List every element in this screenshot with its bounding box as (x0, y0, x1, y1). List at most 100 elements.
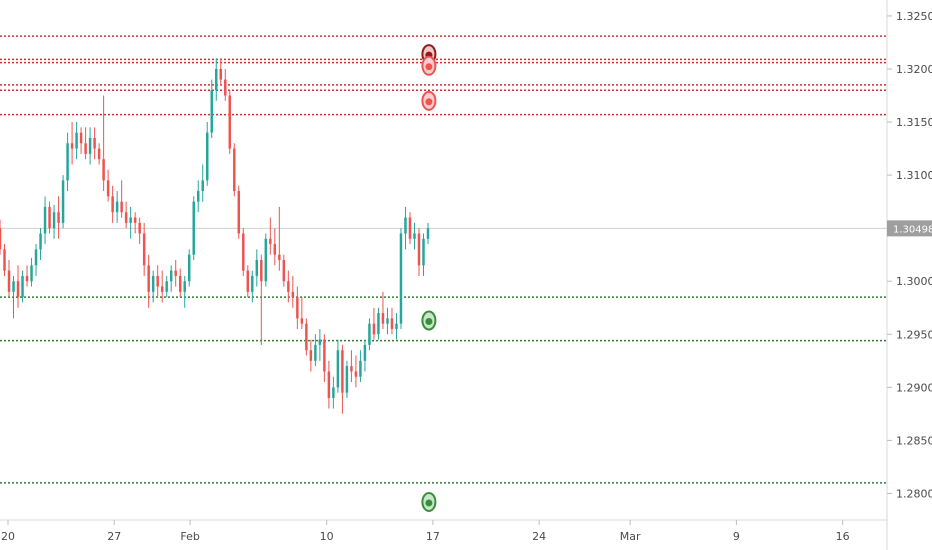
candle[interactable] (237, 185, 241, 239)
candle[interactable] (142, 222, 146, 276)
candle[interactable] (106, 169, 110, 202)
candle[interactable] (156, 265, 159, 298)
candle[interactable] (88, 127, 92, 165)
candle[interactable] (34, 244, 38, 276)
candle[interactable] (210, 79, 213, 138)
candle[interactable] (395, 313, 398, 340)
candle[interactable] (16, 265, 20, 308)
candle[interactable] (7, 260, 11, 298)
candle[interactable] (57, 196, 60, 239)
candle[interactable] (300, 297, 304, 329)
candle[interactable] (79, 127, 83, 154)
candle[interactable] (52, 204, 56, 239)
candle[interactable] (206, 122, 209, 186)
candle[interactable] (48, 201, 51, 234)
resistance-target-marker[interactable] (421, 55, 437, 76)
candle[interactable] (350, 350, 353, 383)
candle[interactable] (381, 291, 385, 329)
candle[interactable] (386, 307, 389, 335)
candle[interactable] (43, 196, 47, 245)
candle[interactable] (124, 201, 128, 229)
candle[interactable] (413, 222, 416, 250)
candle[interactable] (363, 339, 367, 372)
candle[interactable] (66, 132, 69, 192)
candle[interactable] (183, 275, 186, 308)
candle[interactable] (327, 360, 331, 409)
candle[interactable] (84, 127, 87, 160)
candle[interactable] (165, 275, 168, 298)
candle[interactable] (93, 127, 96, 160)
plot-area[interactable] (0, 35, 887, 512)
support-target-marker[interactable] (421, 310, 437, 331)
candle[interactable] (169, 265, 173, 292)
candle[interactable] (399, 228, 403, 329)
candle[interactable] (192, 196, 195, 260)
candle[interactable] (120, 180, 123, 218)
candle[interactable] (3, 244, 6, 276)
candle[interactable] (323, 334, 326, 383)
candle[interactable] (219, 58, 222, 85)
candle[interactable] (102, 95, 105, 192)
candle[interactable] (287, 270, 290, 303)
candle[interactable] (97, 143, 101, 165)
price-axis[interactable]: 1.325001.320001.315001.310001.305001.300… (887, 10, 932, 501)
candle[interactable] (336, 339, 340, 393)
candle[interactable] (341, 344, 344, 414)
candle[interactable] (278, 206, 281, 271)
candle[interactable] (70, 122, 74, 165)
candle[interactable] (354, 355, 358, 388)
candle[interactable] (187, 249, 191, 287)
candle[interactable] (345, 360, 349, 398)
candle[interactable] (255, 249, 259, 287)
candle[interactable] (359, 350, 362, 383)
candle[interactable] (417, 228, 421, 276)
candle[interactable] (242, 228, 245, 276)
candle[interactable] (178, 268, 182, 298)
candle[interactable] (332, 376, 335, 409)
candle[interactable] (201, 164, 204, 202)
candle[interactable] (260, 254, 263, 345)
candle[interactable] (269, 217, 272, 255)
resistance-target-marker[interactable] (421, 90, 437, 111)
time-axis[interactable]: 20 27 Feb 10 17 24 Mar 9 16 (1, 520, 850, 543)
candle[interactable] (377, 307, 380, 340)
candle[interactable] (296, 286, 299, 329)
candle[interactable] (30, 257, 33, 287)
candle[interactable] (390, 307, 394, 335)
candle[interactable] (408, 212, 412, 245)
candle[interactable] (251, 270, 254, 303)
candle[interactable] (115, 191, 119, 223)
candle[interactable] (368, 318, 371, 351)
candle[interactable] (133, 212, 137, 234)
candle[interactable] (138, 217, 141, 245)
candle[interactable] (151, 270, 155, 303)
candle[interactable] (147, 254, 150, 308)
candle[interactable] (215, 58, 218, 101)
candle[interactable] (233, 143, 236, 197)
candle[interactable] (372, 307, 376, 340)
candle[interactable] (12, 275, 15, 319)
candle[interactable] (228, 90, 232, 154)
support-target-marker[interactable] (421, 491, 437, 512)
candle[interactable] (309, 339, 313, 372)
candle[interactable] (426, 222, 430, 245)
candle[interactable] (61, 175, 65, 229)
candle[interactable] (404, 206, 407, 250)
candle[interactable] (129, 206, 132, 239)
candle[interactable] (422, 233, 425, 276)
candle[interactable] (25, 265, 29, 287)
candle[interactable] (291, 275, 295, 308)
candle[interactable] (111, 185, 114, 223)
candle[interactable] (21, 270, 24, 303)
candle[interactable] (0, 219, 2, 255)
candle[interactable] (282, 254, 286, 287)
candle[interactable] (273, 228, 277, 266)
candle[interactable] (314, 334, 317, 367)
candle[interactable] (174, 260, 177, 287)
candle[interactable] (39, 228, 42, 260)
candle[interactable] (264, 233, 268, 287)
candle[interactable] (75, 122, 78, 160)
candle[interactable] (246, 265, 250, 298)
candle[interactable] (318, 328, 322, 361)
